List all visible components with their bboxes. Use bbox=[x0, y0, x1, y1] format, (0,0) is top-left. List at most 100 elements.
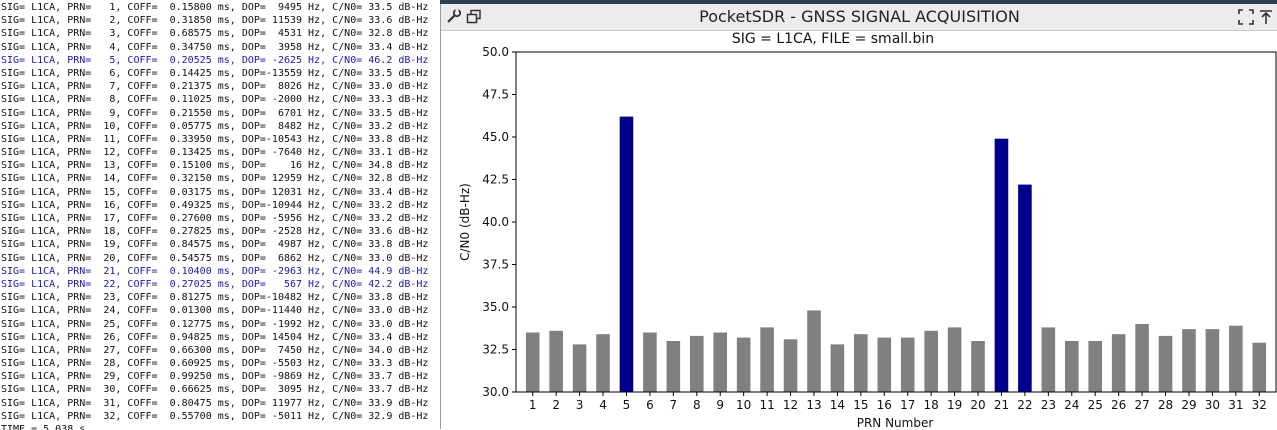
bar-prn-24 bbox=[1064, 341, 1079, 392]
log-line: SIG= L1CA, PRN= 23, COFF= 0.81275 ms, DO… bbox=[1, 292, 429, 304]
log-line: SIG= L1CA, PRN= 17, COFF= 0.27600 ms, DO… bbox=[1, 213, 429, 224]
y-tick-label: 50.0 bbox=[482, 45, 509, 59]
x-tick-label: 24 bbox=[1064, 398, 1079, 412]
log-line: SIG= L1CA, PRN= 21, COFF= 0.10400 ms, DO… bbox=[1, 265, 429, 277]
x-tick-label: 27 bbox=[1134, 398, 1149, 412]
bar-prn-28 bbox=[1158, 335, 1173, 392]
x-tick-label: 22 bbox=[1017, 398, 1032, 412]
bar-prn-10 bbox=[736, 337, 751, 392]
x-tick-label: 2 bbox=[552, 398, 560, 412]
log-line: SIG= L1CA, PRN= 30, COFF= 0.66625 ms, DO… bbox=[1, 384, 429, 396]
desktop-background bbox=[440, 0, 1277, 4]
y-axis-label: C/N0 (dB-Hz) bbox=[458, 183, 472, 261]
x-tick-label: 14 bbox=[830, 398, 845, 412]
x-tick-label: 7 bbox=[670, 398, 678, 412]
elapsed-time-line: TIME = 5.038 s bbox=[1, 424, 86, 430]
bar-prn-26 bbox=[1111, 334, 1126, 392]
terminal-log: SIG= L1CA, PRN= 1, COFF= 0.15800 ms, DOP… bbox=[0, 0, 440, 430]
log-line: SIG= L1CA, PRN= 6, COFF= 0.14425 ms, DOP… bbox=[1, 67, 429, 79]
y-tick-label: 40.0 bbox=[482, 215, 509, 229]
x-tick-label: 13 bbox=[806, 398, 821, 412]
tool-icon[interactable] bbox=[445, 8, 463, 26]
bar-prn-4 bbox=[596, 334, 610, 392]
x-tick-label: 1 bbox=[529, 398, 537, 412]
bar-prn-27 bbox=[1135, 324, 1149, 392]
log-line: SIG= L1CA, PRN= 13, COFF= 0.15100 ms, DO… bbox=[1, 160, 429, 172]
x-tick-label: 4 bbox=[599, 398, 607, 412]
log-line: SIG= L1CA, PRN= 2, COFF= 0.31850 ms, DOP… bbox=[1, 15, 429, 27]
log-line: SIG= L1CA, PRN= 29, COFF= 0.99250 ms, DO… bbox=[1, 371, 429, 383]
acquisition-chart: SIG = L1CA, FILE = small.bin 30.0 32.5 35.… bbox=[458, 31, 1277, 429]
log-line: SIG= L1CA, PRN= 26, COFF= 0.94825 ms, DO… bbox=[1, 331, 429, 343]
log-line: SIG= L1CA, PRN= 16, COFF= 0.49325 ms, DO… bbox=[1, 199, 429, 211]
bar-prn-16 bbox=[877, 337, 892, 392]
bar-prn-31 bbox=[1229, 325, 1243, 392]
x-tick-label: 19 bbox=[947, 398, 962, 412]
y-tick-label: 45.0 bbox=[482, 130, 509, 144]
log-line: SIG= L1CA, PRN= 11, COFF= 0.33950 ms, DO… bbox=[1, 133, 429, 145]
bar-prn-13 bbox=[807, 310, 821, 392]
log-line: SIG= L1CA, PRN= 28, COFF= 0.60925 ms, DO… bbox=[1, 358, 429, 370]
x-tick-label: 23 bbox=[1041, 398, 1056, 412]
log-line: SIG= L1CA, PRN= 1, COFF= 0.15800 ms, DOP… bbox=[1, 2, 429, 13]
bar-prn-1 bbox=[525, 332, 540, 392]
x-tick-label: 5 bbox=[623, 398, 631, 412]
bar-prn-30 bbox=[1205, 329, 1220, 392]
bar-prn-17 bbox=[900, 337, 915, 392]
x-tick-label: 29 bbox=[1181, 398, 1196, 412]
pin-icon[interactable] bbox=[1257, 8, 1275, 26]
x-tick-label: 15 bbox=[853, 398, 868, 412]
log-line: SIG= L1CA, PRN= 9, COFF= 0.21550 ms, DOP… bbox=[1, 107, 429, 119]
x-tick-label: 3 bbox=[576, 398, 584, 412]
window-restore-icon[interactable] bbox=[465, 8, 483, 26]
x-tick-label: 21 bbox=[994, 398, 1009, 412]
x-tick-label: 28 bbox=[1158, 398, 1173, 412]
bar-prn-21 bbox=[994, 138, 1009, 392]
log-line: SIG= L1CA, PRN= 19, COFF= 0.84575 ms, DO… bbox=[1, 239, 429, 251]
bar-prn-12 bbox=[783, 339, 798, 392]
x-tick-label: 32 bbox=[1252, 398, 1267, 412]
log-line: SIG= L1CA, PRN= 5, COFF= 0.20525 ms, DOP… bbox=[1, 54, 429, 66]
y-tick-label: 32.5 bbox=[482, 343, 509, 357]
y-tick-label: 35.0 bbox=[482, 300, 509, 314]
bar-prn-23 bbox=[1041, 327, 1056, 392]
bar-prn-20 bbox=[971, 341, 985, 392]
x-tick-label: 17 bbox=[900, 398, 915, 412]
fullscreen-icon[interactable] bbox=[1237, 8, 1255, 26]
bar-prn-2 bbox=[549, 330, 563, 392]
bar-prn-9 bbox=[713, 332, 728, 392]
x-tick-label: 30 bbox=[1205, 398, 1220, 412]
y-tick-label: 42.5 bbox=[482, 173, 509, 187]
chart-title: SIG = L1CA, FILE = small.bin bbox=[732, 31, 934, 47]
x-tick-label: 12 bbox=[783, 398, 798, 412]
x-tick-label: 11 bbox=[759, 398, 774, 412]
log-line: SIG= L1CA, PRN= 15, COFF= 0.03175 ms, DO… bbox=[1, 186, 429, 198]
log-line: SIG= L1CA, PRN= 25, COFF= 0.12775 ms, DO… bbox=[1, 318, 429, 330]
x-tick-label: 6 bbox=[646, 398, 654, 412]
bar-prn-3 bbox=[572, 344, 587, 392]
log-line: SIG= L1CA, PRN= 22, COFF= 0.27025 ms, DO… bbox=[1, 278, 429, 290]
x-tick-label: 18 bbox=[924, 398, 939, 412]
y-tick-label: 30.0 bbox=[482, 385, 509, 399]
bar-prn-19 bbox=[947, 327, 962, 392]
x-tick-label: 26 bbox=[1111, 398, 1126, 412]
x-tick-label: 10 bbox=[736, 398, 751, 412]
bar-prn-32 bbox=[1252, 342, 1267, 392]
bar-prn-5 bbox=[619, 116, 634, 392]
x-axis-label: PRN Number bbox=[857, 416, 934, 429]
x-tick-label: 16 bbox=[877, 398, 892, 412]
log-line: SIG= L1CA, PRN= 31, COFF= 0.80475 ms, DO… bbox=[1, 397, 429, 409]
bar-prn-6 bbox=[643, 332, 657, 392]
bar-prn-11 bbox=[760, 327, 774, 392]
log-line: SIG= L1CA, PRN= 14, COFF= 0.32150 ms, DO… bbox=[1, 173, 429, 185]
x-tick-label: 8 bbox=[693, 398, 701, 412]
y-tick-label: 37.5 bbox=[482, 258, 509, 272]
bar-prn-18 bbox=[924, 330, 938, 392]
bar-prn-29 bbox=[1182, 329, 1196, 392]
log-line: SIG= L1CA, PRN= 32, COFF= 0.55700 ms, DO… bbox=[1, 410, 429, 422]
title-bar[interactable]: PocketSDR - GNSS SIGNAL ACQUISITION bbox=[441, 4, 1277, 31]
window-title: PocketSDR - GNSS SIGNAL ACQUISITION bbox=[699, 7, 1020, 26]
log-line: SIG= L1CA, PRN= 8, COFF= 0.11025 ms, DOP… bbox=[1, 94, 429, 106]
log-line: SIG= L1CA, PRN= 12, COFF= 0.13425 ms, DO… bbox=[1, 147, 429, 159]
x-tick-label: 25 bbox=[1088, 398, 1103, 412]
